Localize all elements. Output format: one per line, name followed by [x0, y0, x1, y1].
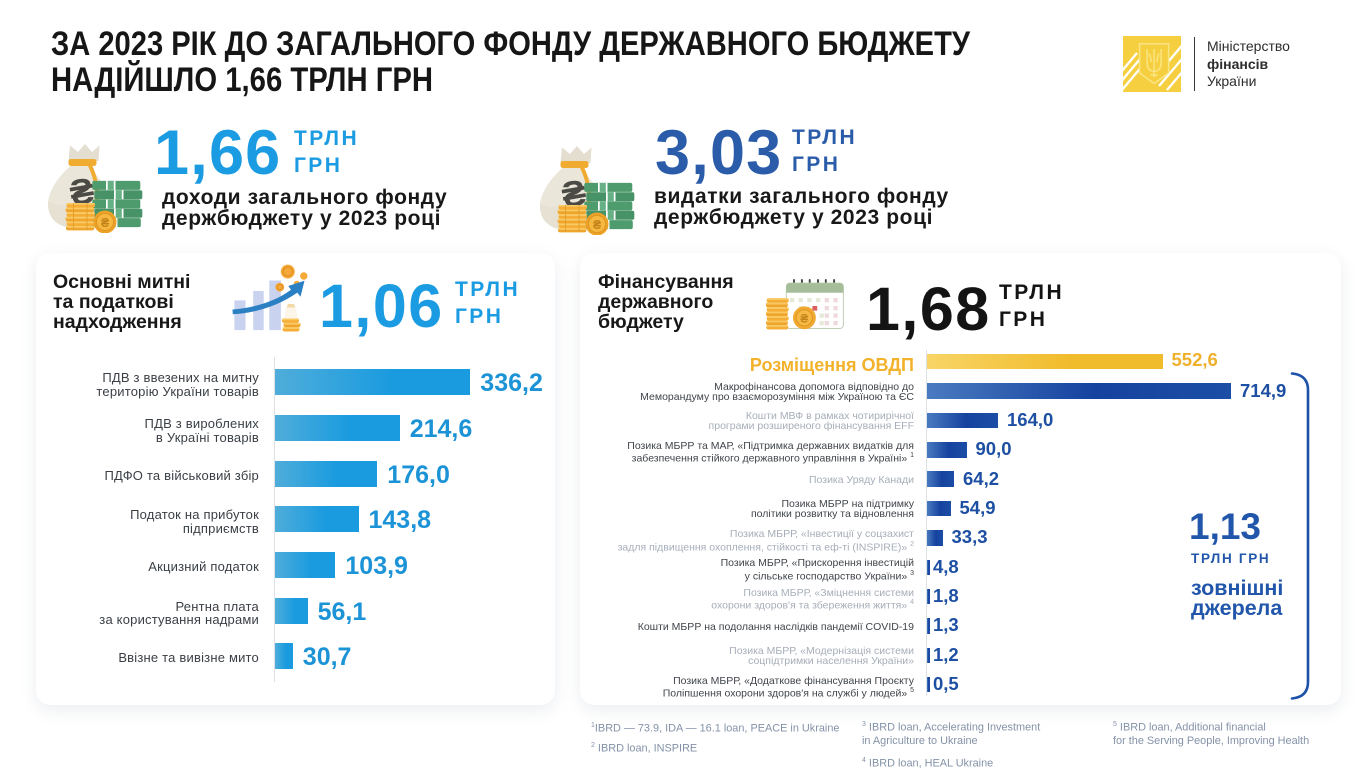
- svg-text:₴: ₴: [101, 216, 110, 230]
- svg-text:₴: ₴: [800, 311, 808, 325]
- svg-text:₴: ₴: [593, 218, 602, 232]
